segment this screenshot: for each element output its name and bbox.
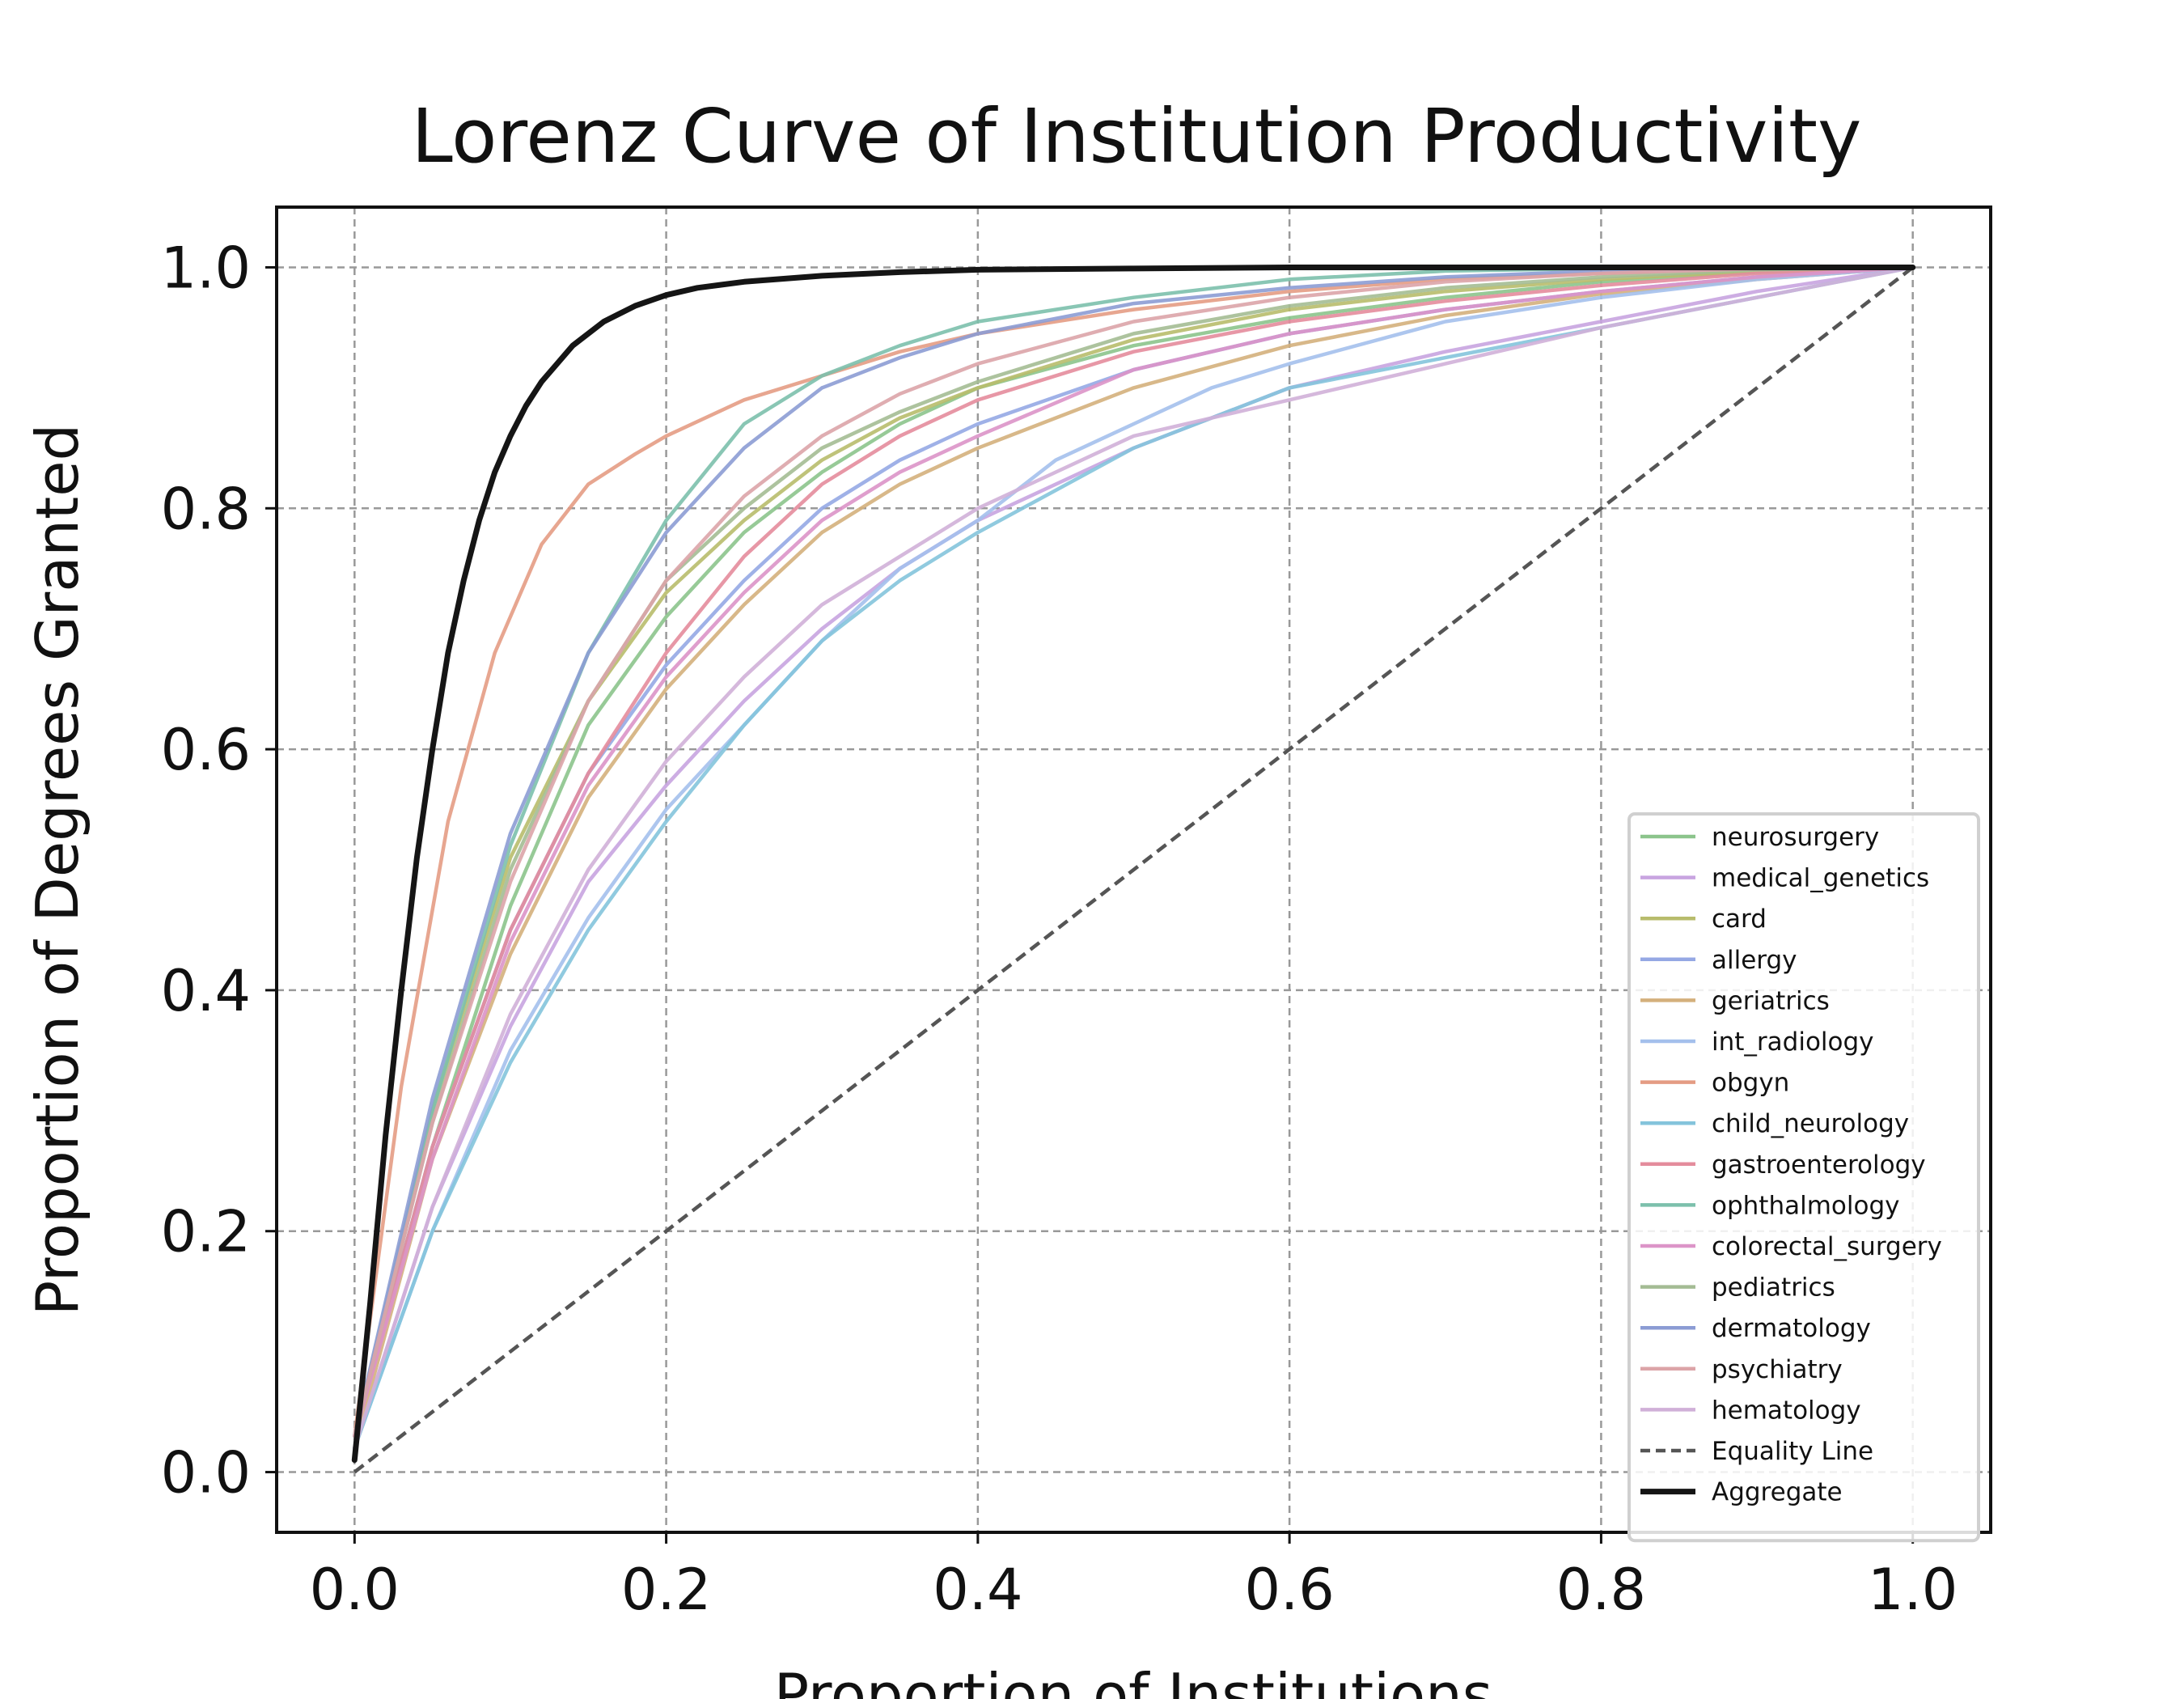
legend-label-int-radiology: int_radiology — [1712, 1027, 1874, 1057]
plot-frame — [275, 205, 1992, 1534]
legend-label-neurosurgery: neurosurgery — [1712, 823, 1879, 852]
legend-label-hematology: hematology — [1712, 1396, 1861, 1425]
legend-box — [1627, 812, 1980, 1543]
y-tick-label: 1.0 — [161, 235, 251, 301]
x-tick-label: 0.4 — [933, 1557, 1022, 1623]
legend-label-pediatrics: pediatrics — [1712, 1273, 1835, 1303]
axis-ticks: 0.0 0.2 0.4 0.6 0.8 1.0 0.0 0.2 0.4 0.6 0.8 1.0 — [161, 235, 1958, 1623]
series-line-equality-line — [353, 265, 1915, 1474]
legend-label-child-neurology: child_neurology — [1712, 1109, 1909, 1138]
y-tick-label: 0.2 — [161, 1199, 251, 1265]
y-tick-label: 0.6 — [161, 717, 251, 783]
chart-title: Lorenz Curve of Institution Productivity — [411, 93, 1861, 180]
series-line-gastroenterology — [353, 265, 1915, 1438]
series-line-colorectal-surgery — [353, 265, 1915, 1438]
legend-label-card: card — [1712, 905, 1767, 934]
legend-label-gastroenterology: gastroenterology — [1712, 1150, 1926, 1180]
legend-label-medical-genetics: medical_genetics — [1712, 864, 1929, 893]
legend-label-ophthalmology: ophthalmology — [1712, 1191, 1899, 1220]
series-line-neurosurgery — [353, 265, 1915, 1438]
series-line-geriatrics — [353, 265, 1915, 1451]
x-axis-label: Proportion of Institutions — [774, 1661, 1493, 1699]
x-tick-label: 0.6 — [1244, 1557, 1334, 1623]
y-tick-label: 0.8 — [161, 476, 251, 542]
x-tick-label: 0.0 — [310, 1557, 400, 1623]
legend-label-psychiatry: psychiatry — [1712, 1355, 1843, 1384]
y-tick-label: 0.0 — [161, 1440, 251, 1506]
legend-label-obgyn: obgyn — [1712, 1069, 1789, 1098]
series-line-child-neurology — [353, 265, 1915, 1451]
series-line-obgyn — [353, 265, 1915, 1438]
series-line-int-radiology — [353, 265, 1915, 1451]
y-axis-label: Proportion of Degrees Granted — [23, 424, 91, 1316]
legend-label-colorectal-surgery: colorectal_surgery — [1712, 1232, 1942, 1261]
x-tick-label: 0.2 — [621, 1557, 711, 1623]
series-line-dermatology — [353, 265, 1915, 1438]
series-line-hematology — [353, 265, 1915, 1451]
legend-label-allergy: allergy — [1712, 946, 1797, 975]
legend-label-equality-line: Equality Line — [1712, 1437, 1873, 1466]
legend-label-aggregate: Aggregate — [1712, 1478, 1843, 1507]
series-group — [351, 265, 1916, 1474]
series-line-psychiatry — [353, 265, 1915, 1438]
series-line-aggregate — [351, 265, 1916, 1464]
legend-label-geriatrics: geriatrics — [1712, 986, 1830, 1015]
legend-label-dermatology: dermatology — [1712, 1314, 1871, 1343]
x-tick-label: 0.8 — [1556, 1557, 1646, 1623]
series-line-card — [353, 265, 1915, 1438]
series-line-pediatrics — [353, 265, 1915, 1438]
x-tick-label: 1.0 — [1868, 1557, 1958, 1623]
y-tick-label: 0.4 — [161, 958, 251, 1024]
